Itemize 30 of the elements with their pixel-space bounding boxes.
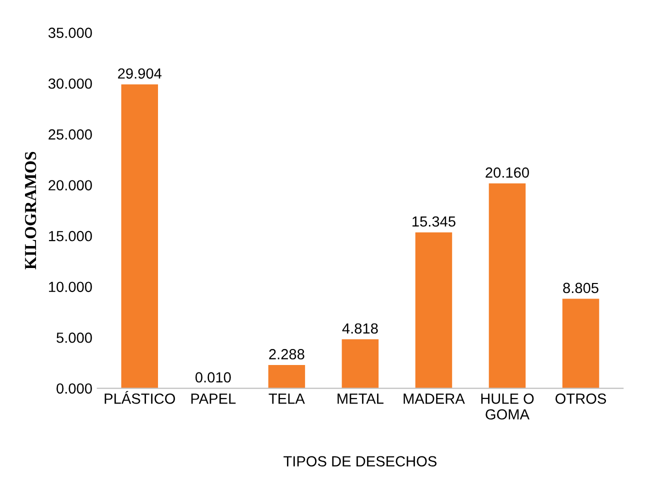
y-tick-label: 10.000: [49, 282, 92, 292]
bar: [342, 339, 379, 388]
y-axis-title: KILOGRAMOS: [24, 152, 36, 270]
y-tick-label: 15.000: [49, 230, 92, 242]
y-tick-label: 0.000: [56, 383, 92, 394]
data-label: 15.345: [412, 216, 456, 227]
x-tick-label: HULE O GOMA: [481, 394, 534, 420]
data-label: 29.904: [118, 68, 162, 79]
data-label: 0.010: [195, 372, 231, 383]
bar: [488, 183, 526, 388]
x-tick-label: TELA: [268, 394, 305, 404]
x-tick-label: OTROS: [556, 394, 606, 404]
bar: [121, 84, 158, 388]
y-tick-label: 35.000: [48, 28, 92, 38]
bar: [415, 232, 452, 388]
x-axis-title: TIPOS DE DESECHOS: [284, 456, 437, 466]
bar: [562, 298, 600, 388]
data-label: 2.288: [269, 349, 304, 360]
y-tick-label: 20.000: [48, 180, 92, 190]
x-tick-label: PAPEL: [191, 394, 236, 404]
y-tick-label: 5.000: [56, 332, 92, 343]
data-label: 8.805: [563, 282, 598, 294]
x-tick-label: METAL: [338, 394, 384, 404]
y-tick-label: 30.000: [48, 78, 92, 89]
data-label: 4.818: [342, 323, 378, 334]
x-tick-label: PLÁSTICO: [104, 391, 175, 404]
bar: [268, 365, 306, 388]
data-label: 20.160: [486, 167, 529, 178]
x-tick-label: MADERA: [404, 394, 465, 404]
y-tick-label: 25.000: [48, 129, 92, 140]
